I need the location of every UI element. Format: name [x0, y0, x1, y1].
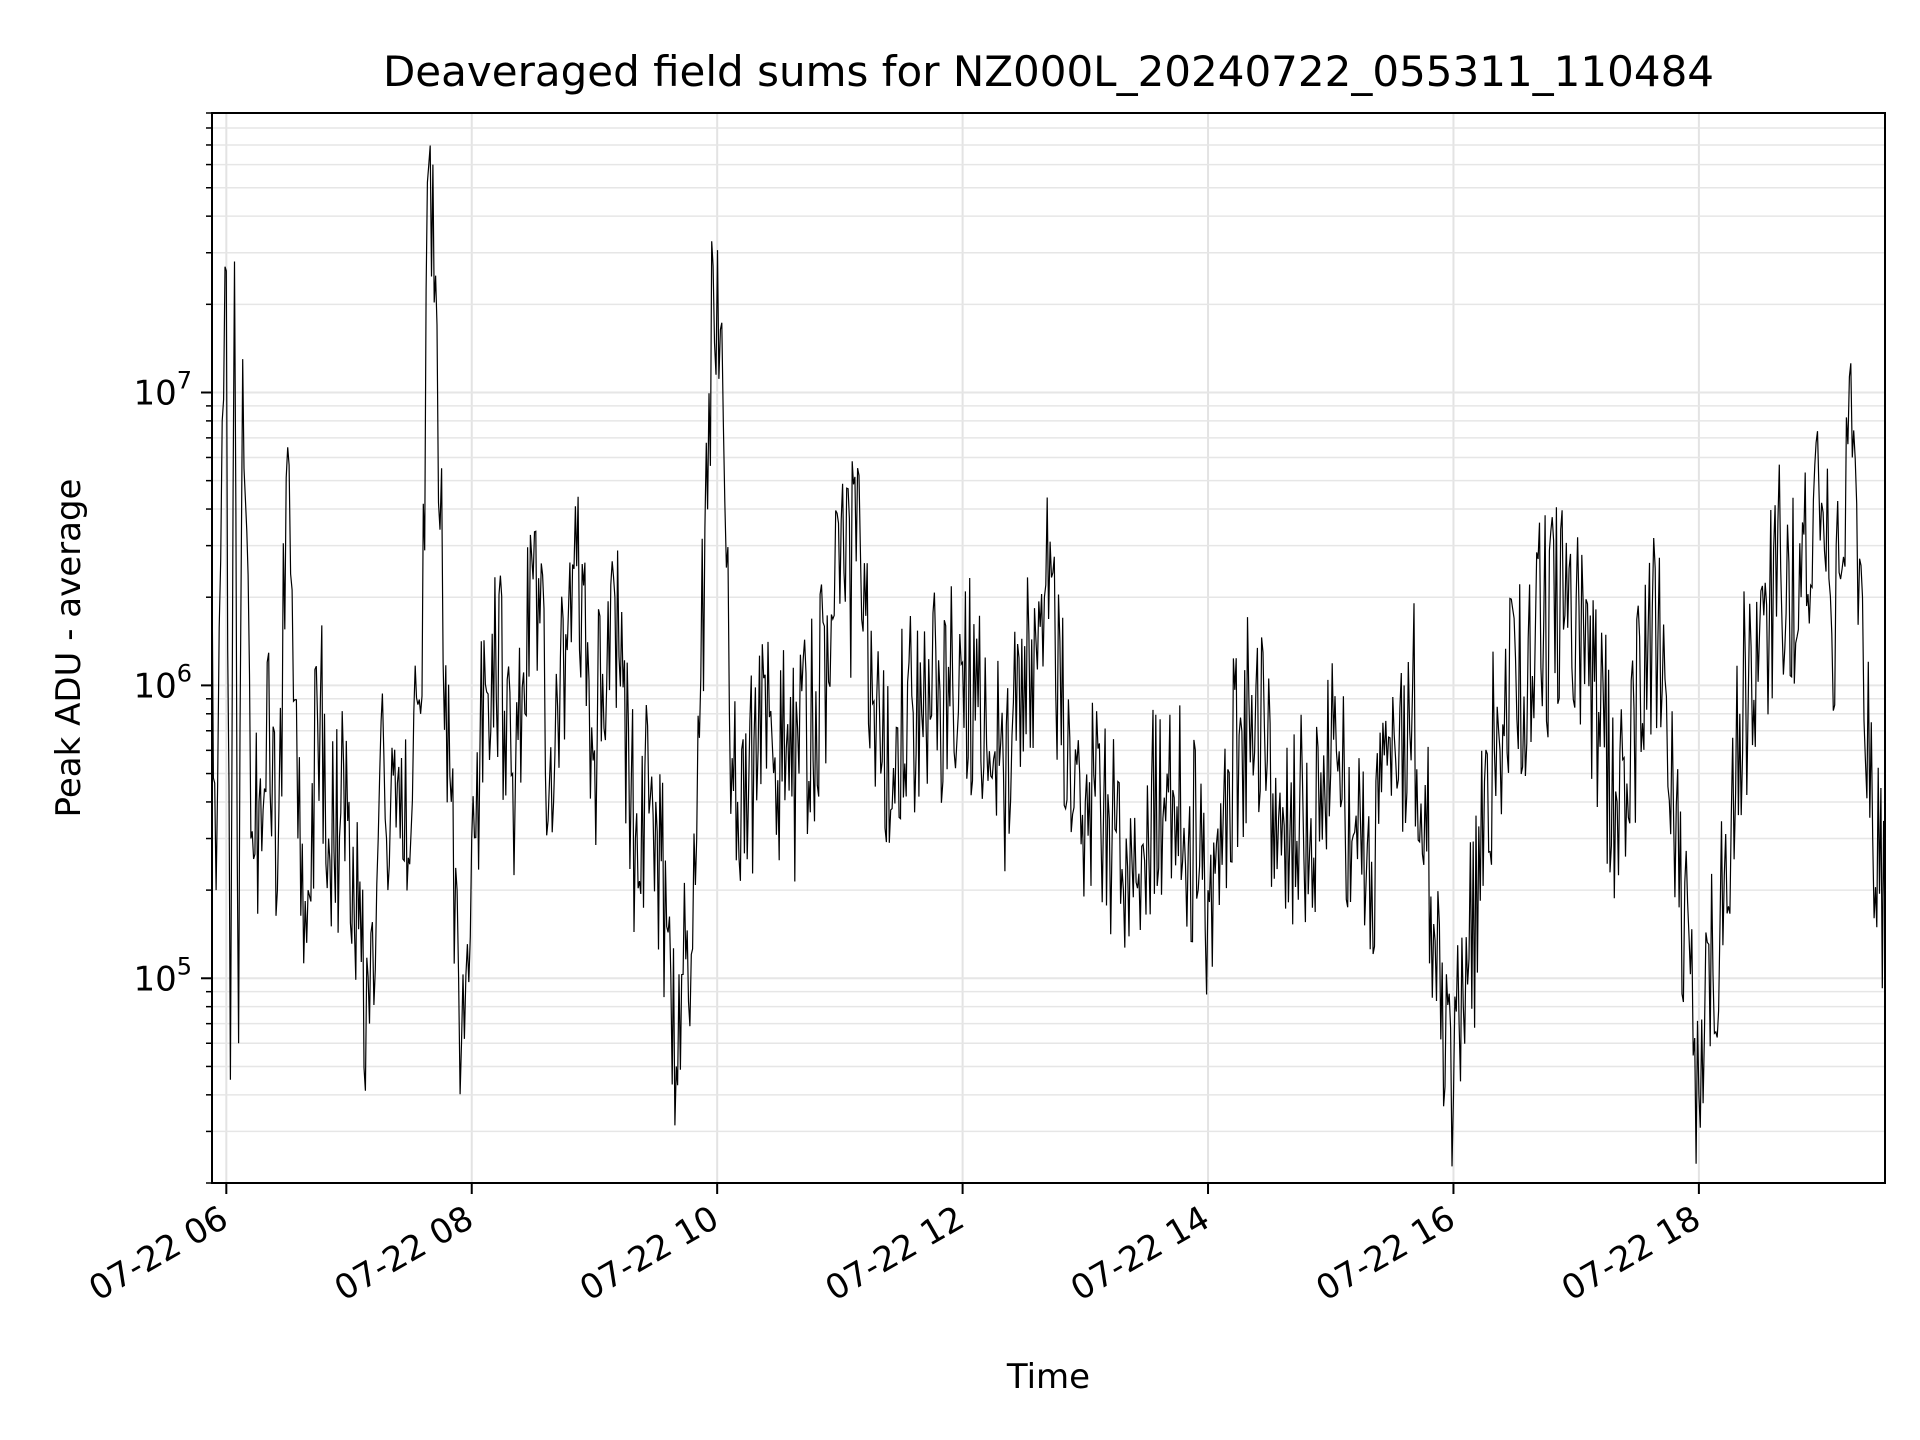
series-line-0 — [211, 145, 1886, 1167]
x-axis-label: Time — [1006, 1357, 1090, 1397]
chart-title: Deaveraged field sums for NZ000L_2024072… — [383, 47, 1714, 96]
y-axis-label: Peak ADU - average — [49, 479, 89, 818]
y-tick-exponent: 7 — [177, 366, 192, 394]
y-tick-label: 105 — [133, 952, 192, 999]
y-tick-exponent: 5 — [177, 952, 192, 980]
data-series — [211, 145, 1886, 1167]
plot-frame — [211, 112, 1886, 1184]
y-tick-exponent: 6 — [177, 659, 192, 687]
